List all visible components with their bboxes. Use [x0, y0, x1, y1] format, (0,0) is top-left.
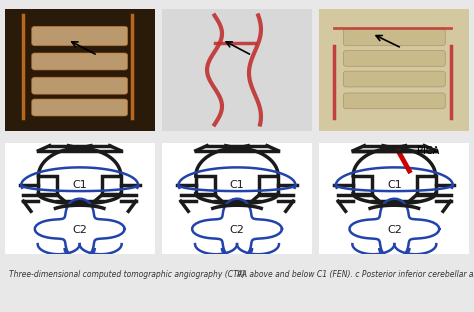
FancyBboxPatch shape — [343, 29, 445, 46]
Text: C2: C2 — [72, 225, 87, 235]
FancyBboxPatch shape — [343, 93, 445, 109]
Text: PICA: PICA — [417, 146, 439, 156]
Text: C1: C1 — [387, 180, 401, 190]
Text: VA above and below C1 (FEN). c Posterior inferior cerebellar arte: VA above and below C1 (FEN). c Posterior… — [237, 271, 474, 280]
Text: C2: C2 — [229, 225, 245, 235]
FancyBboxPatch shape — [343, 51, 445, 66]
Text: C2: C2 — [387, 225, 402, 235]
Text: C1: C1 — [229, 180, 245, 190]
FancyBboxPatch shape — [32, 26, 128, 46]
Text: C1: C1 — [73, 180, 87, 190]
Text: Three-dimensional computed tomographic angiography (CTA).: Three-dimensional computed tomographic a… — [9, 271, 248, 280]
FancyBboxPatch shape — [32, 53, 128, 70]
FancyBboxPatch shape — [343, 71, 445, 87]
FancyBboxPatch shape — [32, 99, 128, 116]
FancyBboxPatch shape — [32, 77, 128, 94]
